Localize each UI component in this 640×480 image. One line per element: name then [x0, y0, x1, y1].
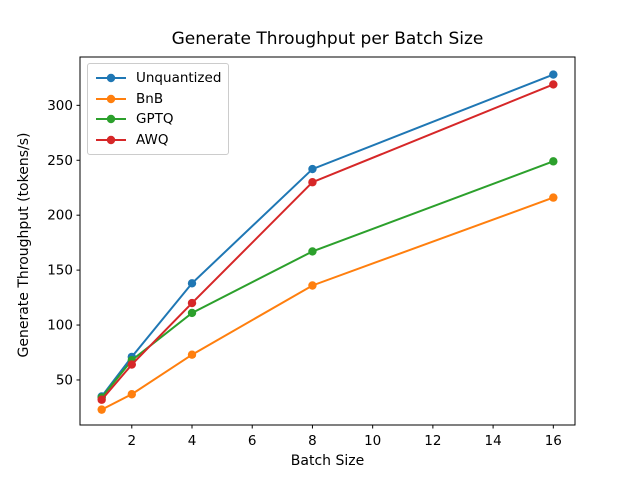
data-point-awq-x2 [127, 360, 136, 369]
legend-label-bnb: BnB [136, 90, 164, 107]
legend-item-bnb: BnB [95, 89, 220, 110]
data-point-bnb-x16 [549, 193, 558, 202]
legend-line-marker-icon [96, 135, 126, 144]
legend-item-unquantized: Unquantized [95, 68, 222, 89]
legend-line-marker-icon [96, 74, 126, 83]
data-point-bnb-x4 [187, 350, 197, 359]
data-point-bnb-x2 [127, 390, 136, 399]
data-point-bnb-x8 [308, 281, 317, 290]
axes-frame [79, 56, 576, 426]
legend-label-awq: AWQ [136, 131, 169, 148]
x-axis-title: Batch Size [290, 453, 365, 469]
chart-title: Generate Throughput per Batch Size [171, 29, 484, 49]
legend-line-marker-icon [96, 115, 126, 124]
y-tick-label: 200 [47, 208, 73, 224]
data-point-gptq-x16 [549, 157, 558, 166]
x-tick-label: 14 [485, 433, 502, 449]
x-tick-label: 4 [188, 433, 197, 449]
x-tick-label: 12 [424, 433, 441, 449]
y-tick-label: 150 [47, 263, 73, 279]
data-point-awq-x1 [97, 395, 106, 404]
y-tick-label: 250 [47, 153, 73, 169]
legend-label-gptq: GPTQ [136, 111, 174, 128]
x-tick-label: 10 [364, 433, 381, 449]
legend-label-unquantized: Unquantized [136, 70, 222, 87]
legend-item-gptq: GPTQ [95, 109, 220, 130]
data-point-unquantized-x8 [308, 164, 317, 174]
x-tick-label: 8 [308, 433, 317, 449]
y-tick-label: 100 [47, 318, 73, 334]
data-point-unquantized-x16 [549, 70, 558, 79]
legend: Unquantized BnB GPTQ AWQ [87, 63, 229, 155]
x-tick-label: 6 [248, 433, 257, 449]
data-point-gptq-x8 [308, 247, 317, 256]
legend-line-marker-icon [96, 94, 126, 103]
x-tick-label: 16 [545, 433, 562, 449]
legend-item-awq: AWQ [95, 130, 220, 151]
data-point-awq-x4 [187, 298, 197, 308]
data-point-awq-x8 [308, 178, 317, 187]
y-tick-label: 300 [47, 98, 73, 114]
data-point-awq-x16 [549, 80, 558, 89]
data-point-unquantized-x4 [187, 279, 197, 288]
y-tick-label: 50 [56, 372, 73, 388]
x-tick-label: 2 [127, 433, 136, 449]
data-point-gptq-x4 [187, 308, 197, 318]
data-point-bnb-x1 [97, 405, 106, 414]
series-line-bnb [101, 196, 554, 411]
